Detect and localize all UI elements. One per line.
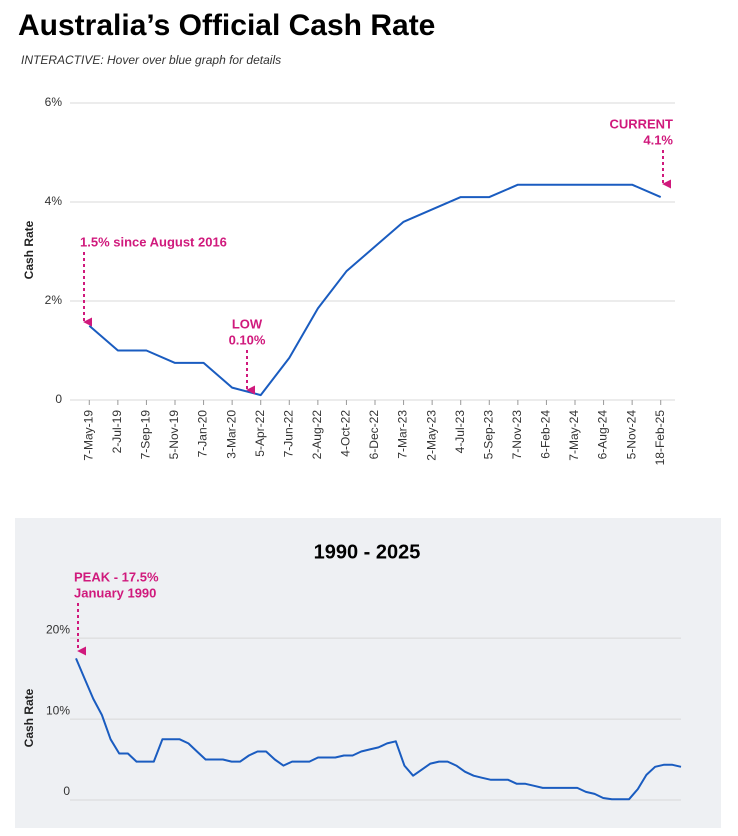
- x-tick-label: 2-Aug-22: [310, 410, 324, 460]
- line-series: [88, 183, 662, 397]
- x-tick-label: 7-May-24: [567, 410, 581, 461]
- page-title: Australia’s Official Cash Rate: [18, 9, 435, 42]
- y-tick-label: 6%: [45, 95, 63, 109]
- x-tick-label: 5-Nov-24: [624, 410, 638, 460]
- x-tick-label: 18-Feb-25: [653, 410, 667, 466]
- x-tick-label: 4-Jul-23: [453, 410, 467, 454]
- annotation: 1.5% since August 2016: [80, 234, 227, 249]
- x-tick-label: 7-May-19: [81, 410, 95, 461]
- x-tick-label: 5-Sep-23: [481, 410, 495, 460]
- annotation: 4.1%: [643, 132, 673, 147]
- x-tick-label: 5-Nov-19: [167, 410, 181, 460]
- x-tick-label: 4-Oct-22: [339, 410, 353, 457]
- y-tick-label: 2%: [45, 293, 63, 307]
- y-tick-label: 0: [63, 784, 70, 798]
- annotation: 0.10%: [229, 332, 266, 347]
- y-tick-label: 4%: [45, 194, 63, 208]
- annotation: PEAK - 17.5%: [74, 569, 159, 584]
- x-tick-label: 2-May-23: [424, 410, 438, 461]
- x-tick-label: 6-Feb-24: [539, 410, 553, 459]
- x-tick-label: 2-Jul-19: [110, 410, 124, 454]
- x-tick-label: 7-Sep-19: [139, 410, 153, 460]
- x-tick-label: 7-Mar-23: [396, 410, 410, 459]
- y-tick-label: 0: [55, 392, 62, 406]
- x-tick-label: 6-Aug-24: [596, 410, 610, 460]
- x-tick-label: 7-Nov-23: [510, 410, 524, 460]
- annotation: LOW: [232, 316, 263, 331]
- line-series: [75, 658, 682, 801]
- x-tick-label: 7-Jun-22: [281, 410, 295, 458]
- subtitle: INTERACTIVE: Hover over blue graph for d…: [21, 53, 281, 67]
- y-tick-label: 10%: [46, 703, 70, 717]
- y-tick-label: 20%: [46, 622, 70, 636]
- chart-title: 1990 - 2025: [314, 541, 421, 563]
- annotation: January 1990: [74, 585, 156, 600]
- x-tick-label: 3-Mar-20: [224, 410, 238, 459]
- y-axis-label: Cash Rate: [22, 688, 36, 747]
- x-tick-label: 7-Jan-20: [196, 410, 210, 458]
- x-tick-label: 5-Apr-22: [253, 410, 267, 457]
- x-tick-label: 6-Dec-22: [367, 410, 381, 460]
- y-axis-label: Cash Rate: [22, 220, 36, 279]
- panel-background: [15, 518, 721, 828]
- annotation: CURRENT: [609, 116, 673, 131]
